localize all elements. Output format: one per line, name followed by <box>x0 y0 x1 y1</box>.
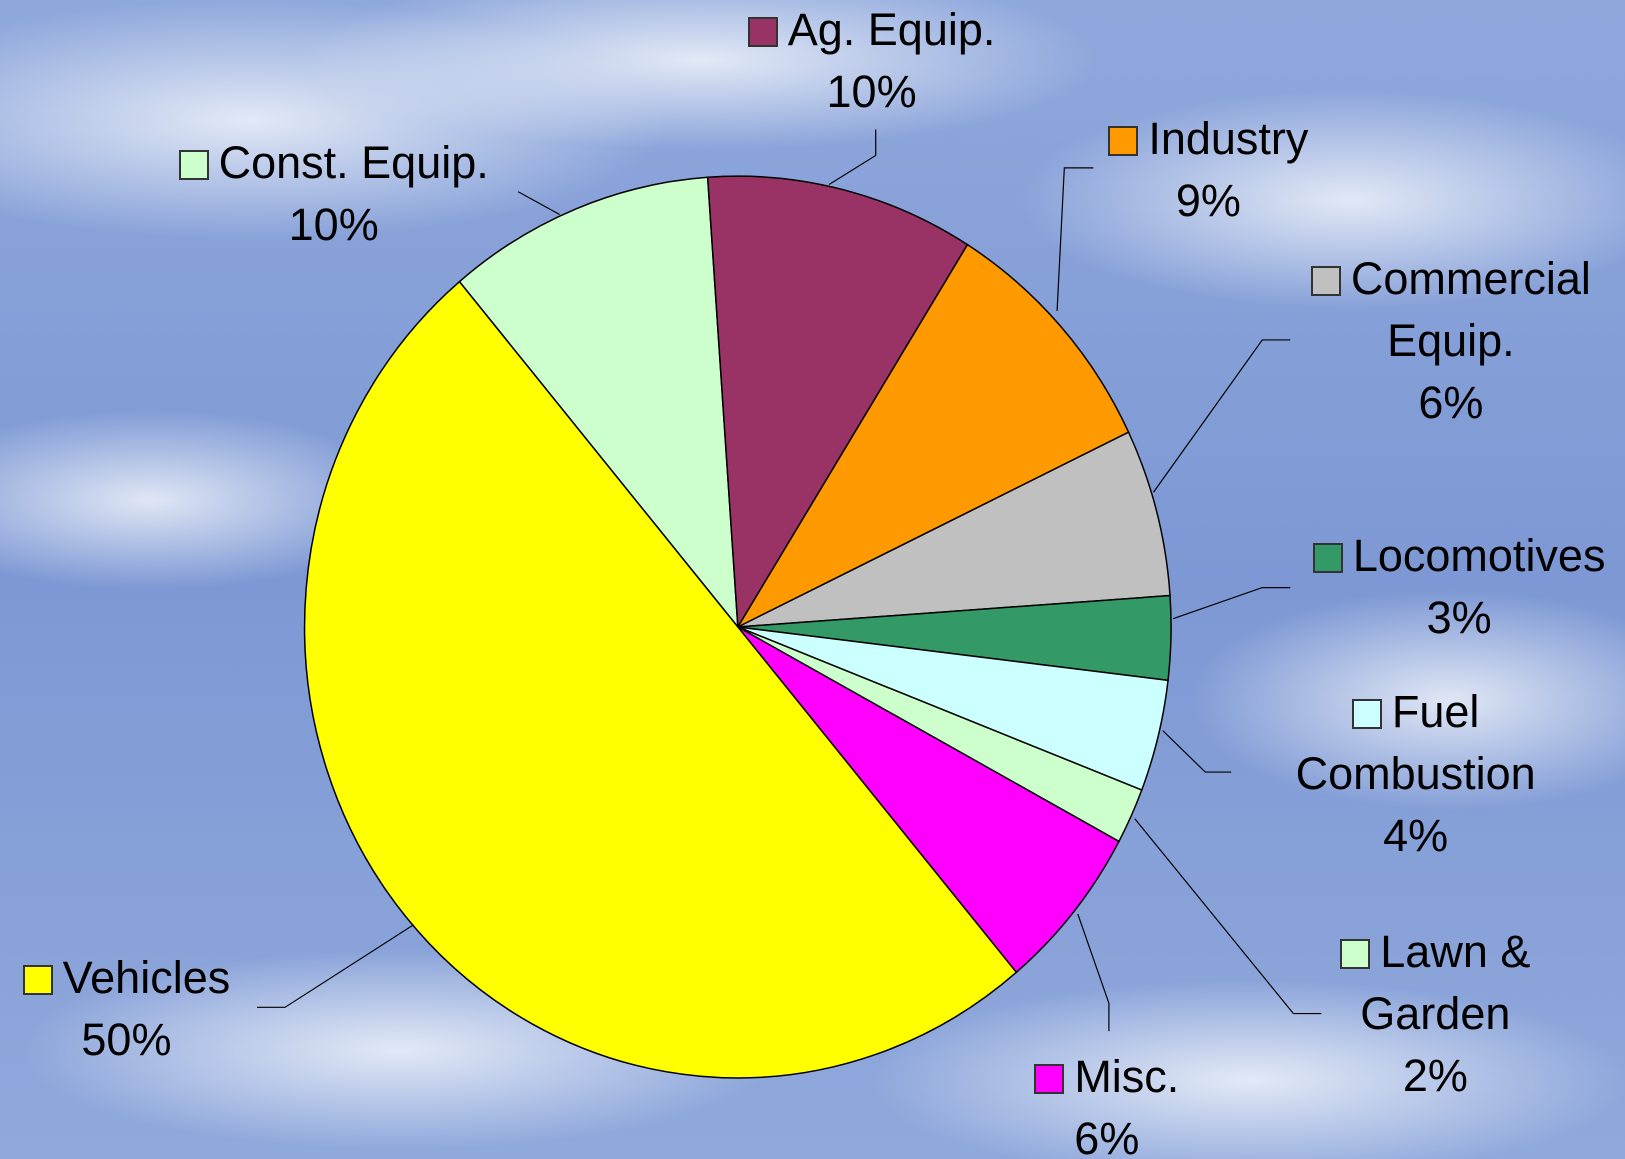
legend-swatch <box>1108 126 1138 156</box>
legend-swatch <box>1340 939 1370 969</box>
label-name-line: Ag. Equip. <box>706 0 1038 61</box>
data-label: Vehicles 50% <box>0 947 261 1071</box>
value-label: 6% <box>1003 1108 1210 1159</box>
legend-swatch <box>23 965 53 995</box>
category-label: Lawn & Garden <box>1360 926 1530 1039</box>
data-label: Industry 9% <box>1074 108 1343 232</box>
label-name-line: Commercial Equip. <box>1285 248 1617 372</box>
page: {"chart_data": {"type": "pie", "categori… <box>0 0 1625 1159</box>
label-name-line: Lawn & Garden <box>1316 921 1554 1045</box>
legend-swatch <box>1352 699 1382 729</box>
leader-line <box>1078 914 1109 1031</box>
label-name-line: Const. Equip. <box>116 132 551 194</box>
label-name-line: Locomotives <box>1288 525 1625 587</box>
value-label: 2% <box>1316 1045 1554 1107</box>
category-label: Locomotives <box>1353 530 1606 581</box>
leader-line <box>1163 731 1231 772</box>
legend-swatch <box>748 17 778 47</box>
legend-swatch <box>1311 266 1341 296</box>
legend-swatch <box>179 150 209 180</box>
data-label: Misc. 6% <box>1003 1046 1210 1159</box>
data-label: Const. Equip. 10% <box>116 132 551 256</box>
label-name-line: Industry <box>1074 108 1343 170</box>
value-label: 3% <box>1288 587 1625 649</box>
value-label: 10% <box>116 194 551 256</box>
category-label: Commercial Equip. <box>1351 253 1591 366</box>
data-label: Commercial Equip.6% <box>1285 248 1617 434</box>
leader-line <box>829 130 876 185</box>
value-label: 9% <box>1074 170 1343 232</box>
data-label: Locomotives 3% <box>1288 525 1625 649</box>
leader-line <box>1153 340 1290 492</box>
category-label: Const. Equip. <box>219 137 489 188</box>
label-name-line: Misc. <box>1003 1046 1210 1108</box>
leader-line <box>257 925 412 1007</box>
category-label: Misc. <box>1074 1051 1179 1102</box>
leader-line <box>1173 588 1290 619</box>
category-label: Ag. Equip. <box>788 4 996 55</box>
label-name-line: Fuel Combustion <box>1260 681 1571 805</box>
value-label: 10% <box>706 61 1038 123</box>
legend-swatch <box>1313 543 1343 573</box>
value-label: 50% <box>0 1009 261 1071</box>
category-label: Industry <box>1148 113 1308 164</box>
data-label: Ag. Equip. 10% <box>706 0 1038 123</box>
legend-swatch <box>1034 1064 1064 1094</box>
value-label: 6% <box>1285 372 1617 434</box>
category-label: Vehicles <box>63 952 231 1003</box>
label-name-line: Vehicles <box>0 947 261 1009</box>
category-label: Fuel Combustion <box>1296 686 1536 799</box>
value-label: 4% <box>1260 805 1571 867</box>
